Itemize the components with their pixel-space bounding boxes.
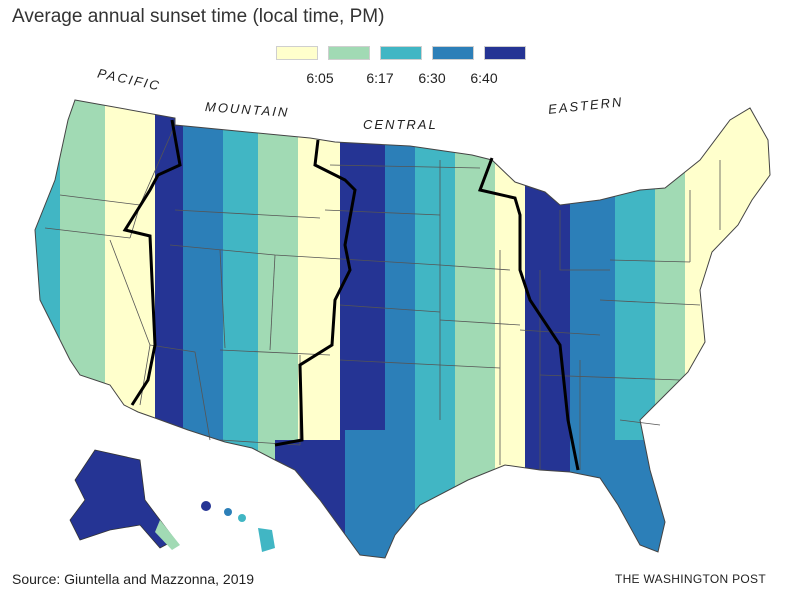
- legend-swatch-3: [380, 46, 422, 60]
- hawaii-big-island: [258, 528, 275, 552]
- hawaii-island-3: [238, 514, 246, 522]
- legend-swatch-2: [328, 46, 370, 60]
- central-eastern-boundary: [477, 157, 580, 471]
- hawaii-island-1: [201, 501, 211, 511]
- alaska-panhandle: [155, 520, 180, 550]
- legend-label-1: 6:05: [306, 70, 334, 86]
- legend-swatch-1: [276, 46, 318, 60]
- publisher-credit: THE WASHINGTON POST: [614, 572, 766, 586]
- pacific-mountain-boundary: [122, 119, 182, 406]
- legend-label-3: 6:17: [366, 70, 394, 86]
- state-borders: [44, 124, 721, 470]
- timezone-borders: [122, 119, 580, 471]
- us-outline: [34, 99, 771, 559]
- legend-swatch-5: [484, 46, 526, 60]
- legend-label-5: 6:40: [470, 70, 498, 86]
- source-note: Source: Giuntella and Mazzonna, 2019: [12, 571, 255, 587]
- mountain-central-boundary: [274, 139, 357, 447]
- zone-label-central: CENTRAL: [363, 117, 438, 132]
- alaska: [69, 449, 176, 549]
- legend-label-4: 6:30: [418, 70, 446, 86]
- map-title: Average annual sunset time (local time, …: [12, 6, 385, 27]
- hawaii-island-2: [224, 508, 232, 516]
- legend-swatch-4: [432, 46, 474, 60]
